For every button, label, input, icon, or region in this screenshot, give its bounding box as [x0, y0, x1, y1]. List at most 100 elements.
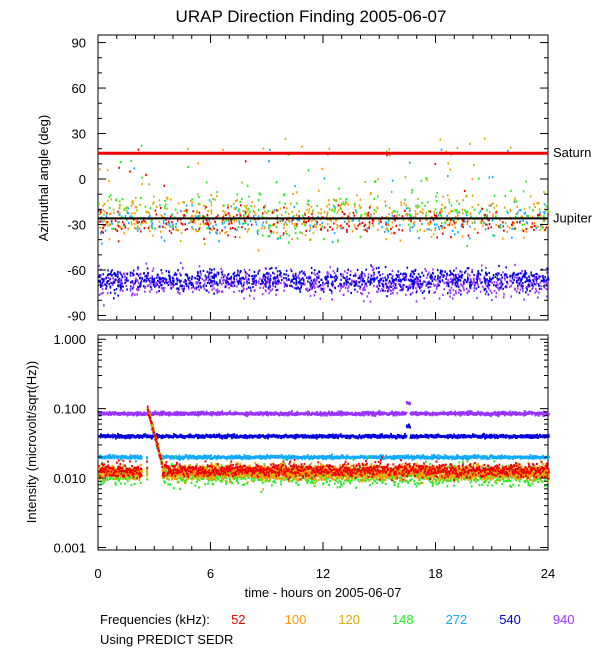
azimuth-point-148 [191, 198, 193, 201]
azimuth-point-540 [187, 285, 190, 288]
azimuth-point-940 [454, 279, 457, 282]
azimuth-point-52 [186, 227, 188, 231]
azimuth-point-52 [117, 210, 119, 213]
azimuth-point-540 [412, 284, 415, 287]
azimuth-point-148 [212, 197, 214, 201]
azimuth-point-540 [160, 269, 163, 272]
azimuth-point-52 [357, 224, 359, 227]
azimuth-point-100 [455, 215, 457, 218]
intensity-point-540 [216, 435, 219, 438]
azimuth-point-120 [99, 212, 101, 215]
azimuth-point-940 [275, 293, 277, 296]
azimuth-point-540 [132, 269, 135, 272]
azimuth-point-148 [123, 208, 126, 211]
azimuth-point-148 [411, 189, 413, 192]
azimuth-point-52 [433, 213, 436, 216]
azimuth-point-940 [351, 279, 353, 282]
azimuth-point-540 [536, 277, 538, 280]
azimuth-point-148 [416, 230, 419, 233]
azimuth-point-940 [263, 284, 266, 287]
azimuth-point-540 [457, 277, 459, 280]
azimuth-point-272 [282, 233, 285, 236]
azimuth-point-52 [439, 211, 441, 214]
azimuth-point-540 [252, 282, 255, 285]
azimuth-point-940 [258, 281, 260, 285]
intensity-point-540 [295, 436, 298, 439]
azimuth-point-540 [99, 279, 101, 282]
azimuth-point-540 [288, 278, 290, 281]
azimuth-point-100 [116, 221, 119, 224]
azimuth-point-272 [370, 213, 372, 216]
azimuth-point-100 [320, 212, 322, 215]
azimuth-point-148 [108, 206, 111, 210]
azimuth-point-540 [415, 275, 418, 279]
intensity-point-940 [340, 410, 342, 413]
azimuth-point-540 [229, 277, 231, 280]
azimuth-point-120 [439, 209, 442, 212]
azimuth-point-272 [257, 232, 259, 235]
azimuth-point-52 [476, 231, 479, 234]
azimuth-point-540 [439, 279, 441, 282]
azimuth-point-940 [316, 285, 319, 288]
azimuth-point-52 [512, 221, 514, 224]
azimuth-point-272 [451, 229, 454, 232]
azimuth-point-272 [253, 215, 255, 218]
azimuth-point-540 [131, 287, 134, 290]
azimuth-point-540 [353, 281, 355, 284]
azimuth-point-52 [481, 219, 483, 222]
intensity-point-940 [259, 413, 261, 416]
azimuth-point-940 [122, 272, 125, 275]
azimuth-point-940 [407, 289, 409, 292]
azimuth-point-540 [354, 284, 356, 287]
azimuth-point-120 [118, 204, 121, 207]
azimuth-point-272 [175, 222, 177, 225]
intensity-point-940 [373, 411, 376, 415]
azimuth-point-52 [401, 215, 404, 218]
azimuth-point-52 [463, 189, 466, 193]
intensity-point-940 [287, 414, 290, 417]
azimuth-point-148 [410, 191, 413, 194]
azimuth-point-940 [144, 290, 146, 293]
azimuth-point-940 [502, 271, 504, 274]
azimuth-point-52 [429, 210, 432, 213]
azimuth-point-540 [430, 275, 433, 278]
azimuth-point-148 [202, 222, 205, 225]
azimuth-y-label: Azimuthal angle (deg) [36, 115, 51, 241]
intensity-point-540 [256, 435, 258, 438]
azimuth-point-540 [453, 269, 455, 272]
azimuth-point-940 [429, 285, 431, 289]
azimuth-point-940 [298, 277, 301, 280]
azimuth-point-940 [203, 287, 206, 290]
intensity-point-540 [231, 437, 233, 440]
azimuth-point-940 [100, 274, 102, 277]
azimuth-point-940 [245, 275, 247, 278]
azimuth-point-940 [499, 282, 501, 285]
azimuth-point-940 [210, 282, 213, 285]
azimuth-point-940 [159, 280, 161, 283]
azimuth-point-940 [415, 300, 418, 303]
azimuth-point-272 [387, 230, 390, 233]
azimuth-point-540 [487, 285, 489, 288]
azimuth-point-120 [546, 224, 549, 227]
azimuth-point-540 [488, 271, 490, 274]
azimuth-point-148 [388, 224, 390, 227]
azimuth-point-540 [133, 273, 135, 276]
azimuth-point-940 [137, 268, 139, 271]
azimuth-point-540 [324, 276, 326, 279]
azimuth-point-940 [299, 282, 301, 285]
azimuth-y-tick-label: -90 [67, 308, 86, 323]
azimuth-point-940 [226, 279, 229, 282]
azimuth-point-540 [262, 273, 265, 276]
azimuth-point-940 [361, 293, 363, 296]
azimuth-point-540 [302, 272, 305, 275]
intensity-point-940 [365, 411, 367, 414]
azimuth-point-148 [504, 222, 507, 225]
azimuth-point-540 [464, 271, 466, 274]
azimuth-point-120 [132, 200, 134, 203]
azimuth-point-940 [547, 283, 549, 286]
azimuth-point-52 [276, 221, 279, 224]
azimuth-point-540 [330, 290, 333, 293]
intensity-point-940 [137, 413, 140, 417]
azimuth-point-540 [267, 272, 269, 275]
